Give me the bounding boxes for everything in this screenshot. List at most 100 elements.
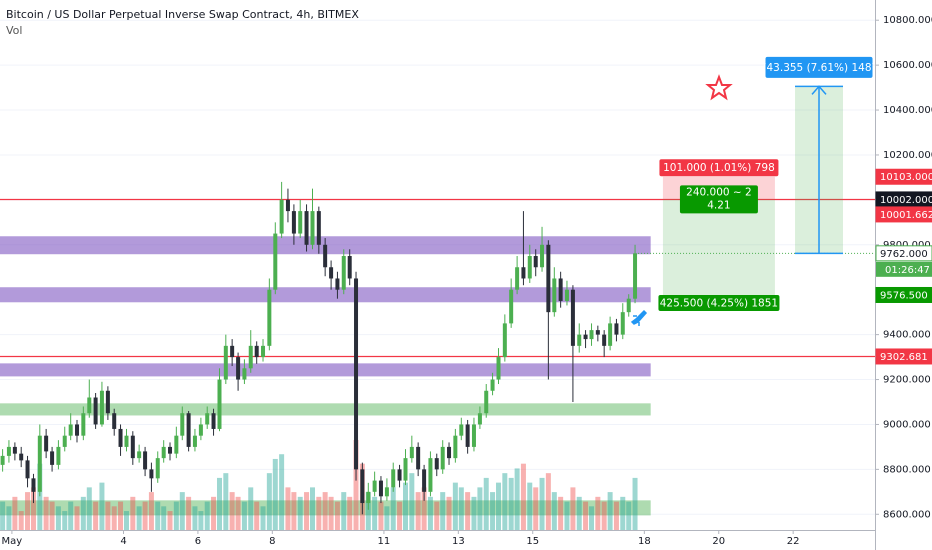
x-tick-label: May (2, 536, 23, 547)
volume-bar (446, 496, 452, 530)
volume-bar (520, 463, 526, 530)
rocket-icon (630, 309, 648, 326)
stop-label-box (659, 159, 779, 177)
candle-body (261, 345, 266, 358)
volume-bar (49, 501, 55, 530)
candle-body (186, 413, 191, 447)
volume-bar (223, 473, 229, 530)
position-reward (662, 199, 775, 295)
volume-bar (266, 473, 272, 530)
volume-bar (186, 496, 192, 530)
candle-body (112, 413, 117, 429)
volume-bar (415, 492, 421, 530)
candle-body (279, 199, 284, 234)
volume-bar (304, 492, 310, 530)
candle-body (161, 446, 166, 459)
candle-body (366, 491, 371, 504)
volume-bar (564, 501, 570, 530)
volume-bar (527, 482, 533, 530)
candle-body (527, 256, 532, 279)
entry-axis-label: 10002.000 (880, 195, 932, 206)
candle-body (496, 357, 501, 380)
volume-bar (99, 482, 105, 530)
candle-body (180, 413, 185, 436)
candle-body (205, 413, 210, 425)
volume-bar (68, 501, 74, 530)
candle-body (25, 460, 30, 479)
ratio-label: 240.000 ~ 2 (686, 186, 752, 198)
candle-body (347, 256, 352, 279)
line-axis-label: 10001.662 (880, 210, 932, 221)
ratio-label-box (679, 185, 758, 214)
x-tick-label: 13 (452, 536, 465, 547)
volume-bar (155, 501, 161, 530)
volume-bar (260, 506, 266, 530)
volume-bar (607, 492, 613, 530)
volume-bar (372, 496, 378, 530)
volume-bar (328, 496, 334, 530)
candle-body (12, 446, 17, 454)
volume-bar (0, 501, 6, 530)
candle-body (502, 323, 507, 358)
candle-body (273, 233, 278, 290)
candle-body (521, 267, 526, 279)
last-price-label-box (875, 245, 932, 262)
volume-bar (118, 501, 124, 530)
candle-body (143, 451, 148, 470)
volume-bar (397, 501, 403, 530)
volume-bar (279, 454, 285, 530)
candle-body (118, 428, 123, 447)
candle-body (50, 451, 55, 465)
volume-bar (55, 506, 61, 530)
candle-body (329, 267, 334, 279)
measure-arrow (811, 85, 827, 95)
volume-bar (37, 463, 43, 530)
volume-bar (322, 492, 328, 530)
zone (0, 363, 651, 377)
volume-bar (105, 501, 111, 530)
volume-bar (123, 511, 129, 530)
volume-bar (434, 501, 440, 530)
volume-bar (570, 487, 576, 530)
candle-body (403, 458, 408, 481)
volume-bar (130, 496, 136, 530)
line-axis-label-box (875, 206, 932, 223)
candle-body (130, 435, 135, 459)
candle-body (335, 278, 340, 290)
volume-bar (496, 482, 502, 530)
volume-bar (235, 496, 241, 530)
volume-bar (458, 487, 464, 530)
target-label: 425.500 (4.25%) 1851 (660, 297, 778, 309)
line-axis-label: 9302.681 (880, 352, 928, 363)
candle-body (595, 330, 600, 335)
volume-bar (192, 506, 198, 530)
x-tick-label: 20 (712, 536, 725, 547)
volume-bar (179, 492, 185, 530)
candle-body (310, 211, 315, 245)
volume-bar (341, 492, 347, 530)
candle-body (440, 446, 445, 470)
target-axis-label: 9576.500 (880, 290, 928, 301)
candle-body (155, 458, 160, 479)
x-tick-label: 18 (638, 536, 651, 547)
candle-body (397, 469, 402, 481)
volume-bar (384, 506, 390, 530)
candle-body (589, 330, 594, 340)
candle-body (56, 446, 61, 465)
candle-body (174, 435, 179, 454)
zone (0, 287, 651, 303)
candle-body (422, 469, 427, 492)
candle-body (447, 446, 452, 459)
candle-body (37, 435, 42, 492)
candle-body (484, 390, 489, 414)
candle-body (533, 256, 538, 268)
y-tick-label: 9800.000 (883, 240, 931, 251)
candle-body (149, 469, 154, 479)
volume-bar (297, 496, 303, 530)
candle-body (81, 413, 86, 436)
candle-body (391, 469, 396, 488)
candle-body (564, 289, 569, 301)
candle-body (546, 244, 551, 313)
volume-bar (576, 496, 582, 530)
volume-bar (198, 511, 204, 530)
